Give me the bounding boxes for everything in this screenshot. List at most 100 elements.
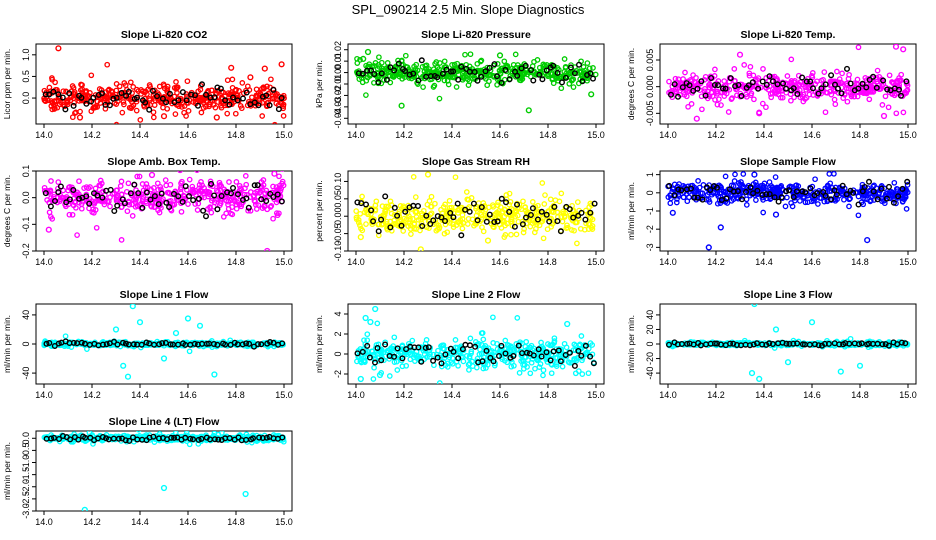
scatter-point [211,199,218,206]
scatter-point [113,187,120,194]
scatter-point [200,105,207,111]
scatter-point [427,203,434,210]
y-tick-label: 0.0 [21,432,31,445]
scatter-point [378,80,385,87]
scatter-point [587,340,594,346]
reference-point [229,184,236,191]
reference-point [766,340,773,347]
x-tick-label: 14.2 [707,390,725,400]
reference-point [861,183,868,190]
scatter-point [457,217,464,223]
series-points [41,171,287,251]
scatter-point [201,185,207,191]
panel-4: Slope Amb. Box Temp.degrees C per min.14… [2,156,293,267]
scatter-point [63,89,70,95]
reference-point [52,197,59,204]
scatter-point [902,186,908,193]
y-tick-label: -40 [21,367,31,380]
scatter-point [846,203,852,210]
y-tick-label: -0.01 [333,74,343,95]
scatter-point [276,173,282,180]
scatter-point [585,221,592,228]
plot-frame [347,43,605,125]
x-tick-label: 14.8 [227,390,245,400]
reference-point [375,228,382,235]
scatter-point [502,337,509,344]
scatter-point [136,173,143,180]
outlier-point [278,61,285,68]
scatter-point [69,114,76,121]
reference-point [759,78,766,85]
reference-point [251,182,258,189]
scatter-point [436,380,443,384]
reference-point [538,208,545,215]
scatter-point [462,51,468,58]
x-tick-label: 14.6 [179,257,197,267]
scatter-point [487,72,494,78]
reference-point [382,341,389,348]
reference-point [263,197,270,204]
y-tick-label: -2.5 [21,491,31,507]
reference-point [194,102,201,109]
x-tick-label: 14.6 [179,390,197,400]
y-tick-label: 0.005 [645,49,655,72]
reference-point [263,92,270,99]
scatter-point [712,66,718,73]
reference-point [675,186,682,193]
scatter-point [261,203,268,210]
scatter-point [398,205,405,212]
reference-point [250,343,257,350]
reference-point [567,64,574,71]
scatter-point [793,182,800,189]
reference-point [898,92,905,99]
scatter-point [229,204,235,210]
series-points [665,304,911,383]
scatter-point [359,227,366,234]
scatter-point [441,230,448,237]
x-tick-label: 15.0 [587,130,605,140]
scatter-point [501,58,508,65]
outlier-point [367,318,374,326]
reference-point [815,342,822,349]
scatter-point [789,82,796,88]
scatter-point [432,200,438,207]
scatter-point [430,351,437,358]
outlier-point [357,234,364,241]
reference-point [62,106,69,113]
scatter-point [898,77,904,84]
scatter-point [743,196,750,203]
reference-point [106,102,113,109]
reference-point [151,193,158,200]
y-tick-label: 4 [333,311,343,316]
scatter-point [469,363,476,369]
scatter-point [527,73,534,80]
reference-point [582,342,589,349]
reference-point [579,78,586,85]
scatter-point [423,337,430,343]
reference-point [554,218,561,225]
scatter-point [570,84,577,90]
scatter-point [402,52,409,59]
scatter-point [87,90,93,96]
scatter-point [374,320,381,327]
scatter-point [118,237,125,243]
reference-point [478,204,485,211]
scatter-point [893,186,900,192]
reference-point [430,357,437,364]
scatter-point [878,171,882,172]
scatter-point [784,73,791,79]
scatter-point [48,98,55,104]
outlier-point [736,51,744,58]
x-tick-label: 14.2 [83,257,101,267]
reference-point [259,93,266,100]
reference-point [153,93,160,100]
reference-point [415,202,422,209]
x-tick-label: 14.8 [227,257,245,267]
scatter-point [824,89,831,96]
scatter-point [821,69,828,75]
scatter-point [809,70,816,76]
reference-point [222,341,229,348]
scatter-point [547,70,554,77]
scatter-point [557,73,564,80]
